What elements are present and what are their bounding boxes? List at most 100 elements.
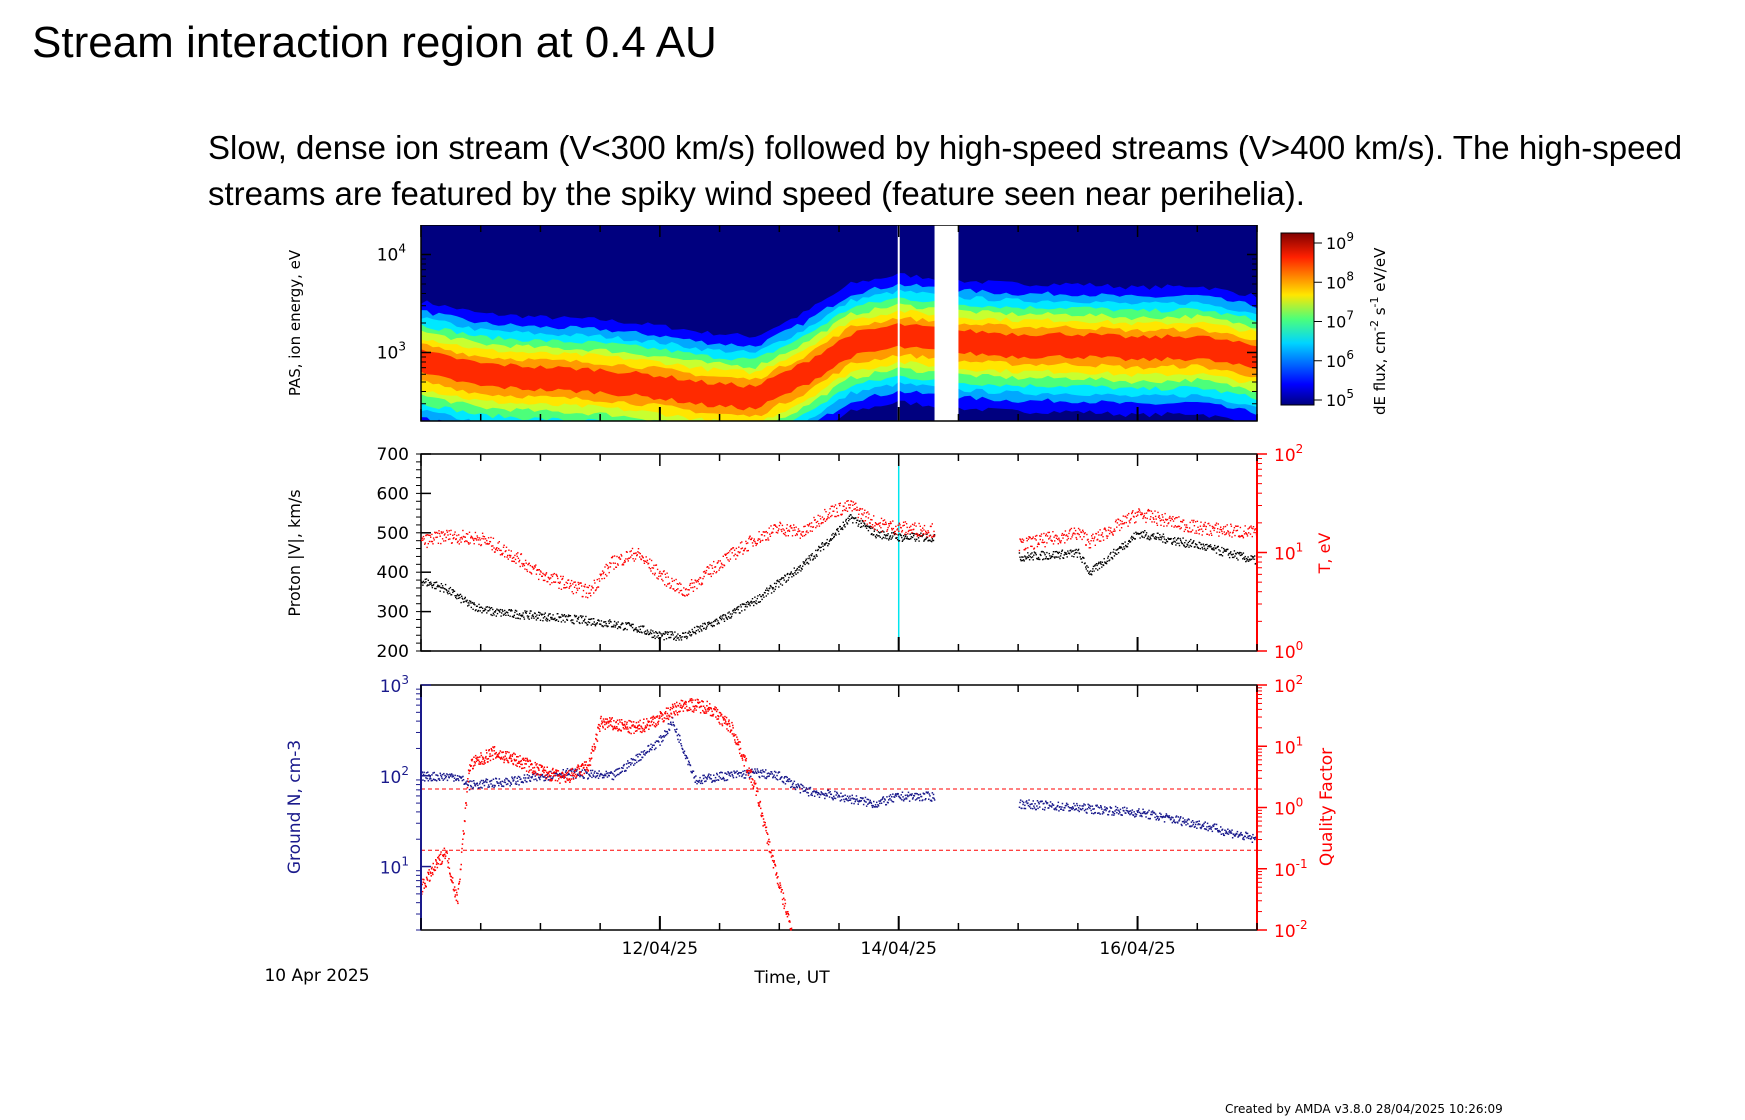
density-point — [554, 772, 556, 775]
velocity-point — [745, 601, 748, 604]
velocity-point — [705, 628, 707, 630]
quality-point — [749, 769, 751, 772]
temperature-point — [636, 554, 638, 556]
density-point — [885, 803, 888, 806]
density-point — [686, 756, 688, 759]
density-point — [862, 797, 864, 799]
velocity-point — [842, 521, 844, 523]
quality-point — [513, 752, 515, 754]
temperature-point — [539, 573, 541, 575]
density-point — [629, 762, 631, 764]
velocity-point — [587, 621, 589, 623]
velocity-point — [913, 533, 915, 535]
quality-point — [546, 771, 548, 774]
quality-point — [522, 757, 525, 760]
velocity-point — [1175, 539, 1178, 541]
density-point — [670, 723, 673, 725]
density-point — [1116, 811, 1118, 814]
quality-point — [787, 913, 789, 915]
velocity-point — [461, 597, 463, 599]
density-frame — [420, 684, 1258, 931]
temperature-point — [767, 537, 769, 539]
density-point — [719, 777, 722, 779]
velocity-point — [845, 518, 847, 521]
density-point — [1194, 823, 1197, 826]
temperature-point — [489, 541, 492, 543]
velocity-point — [860, 522, 862, 524]
density-point — [679, 739, 682, 741]
density-point — [915, 792, 917, 795]
velocity-point — [1183, 545, 1185, 547]
velocity-point — [540, 613, 542, 615]
quality-point — [530, 769, 532, 771]
temperature-point — [1114, 530, 1116, 532]
density-point — [1198, 820, 1200, 822]
velocity-point — [1181, 542, 1184, 545]
temperature-point — [1122, 515, 1124, 517]
quality-point — [725, 716, 728, 719]
spectrogram-bands — [421, 273, 1257, 421]
density-point — [748, 772, 750, 775]
velocity-point — [1170, 537, 1172, 540]
velocity-point — [653, 635, 656, 637]
temperature-point — [1037, 543, 1039, 545]
temperature-point — [561, 578, 563, 581]
velocity-point — [699, 627, 701, 629]
temperature-point — [553, 581, 555, 583]
temperature-point — [1188, 531, 1190, 533]
temperature-point — [811, 530, 813, 532]
density-point — [456, 775, 459, 777]
temperature-point — [1079, 529, 1081, 531]
velocity-point — [667, 633, 669, 635]
temperature-point — [807, 531, 809, 534]
density-point — [576, 773, 579, 776]
density-point — [1129, 813, 1131, 816]
velocity-point — [1033, 551, 1036, 553]
velocity-point — [736, 607, 738, 609]
velocity-point — [636, 629, 638, 631]
density-point — [833, 797, 836, 799]
velocity-point — [744, 609, 746, 611]
velocity-point — [484, 608, 487, 611]
velocity-point — [1026, 556, 1028, 558]
quality-point — [593, 745, 596, 748]
temperature-point — [1208, 534, 1210, 536]
velocity-point — [1132, 536, 1134, 539]
quality-point — [464, 807, 467, 809]
density-point — [723, 779, 726, 782]
quality-point — [481, 760, 483, 763]
velocity-point — [483, 609, 486, 612]
density-point — [551, 777, 554, 780]
temperature-point — [524, 559, 527, 562]
velocity-point — [695, 630, 698, 632]
temperature-y-label: T, eV — [1315, 533, 1334, 575]
density-point — [829, 791, 831, 793]
density-point — [1127, 811, 1129, 813]
velocity-point — [604, 621, 607, 623]
density-point — [807, 792, 809, 794]
temperature-point — [914, 533, 917, 535]
velocity-point — [776, 579, 779, 581]
temperature-point — [1132, 510, 1134, 512]
temperature-point — [791, 527, 793, 529]
temperature-point — [839, 502, 841, 504]
velocity-point — [1110, 551, 1112, 554]
temperature-point — [745, 542, 748, 545]
quality-point — [475, 757, 477, 759]
quality-point — [630, 721, 633, 723]
quality-point — [461, 843, 464, 845]
quality-point — [468, 770, 471, 772]
quality-point — [644, 725, 647, 727]
density-point — [729, 772, 731, 775]
quality-point — [545, 777, 548, 780]
quality-point — [739, 752, 741, 755]
temperature-point — [860, 517, 862, 520]
quality-point — [524, 763, 526, 765]
density-point — [669, 723, 671, 725]
velocity-point — [650, 629, 652, 631]
temperature-point — [1083, 536, 1085, 538]
velocity-point — [1188, 540, 1191, 542]
spectrogram-data-gap — [934, 225, 959, 421]
temperature-point — [668, 582, 671, 584]
